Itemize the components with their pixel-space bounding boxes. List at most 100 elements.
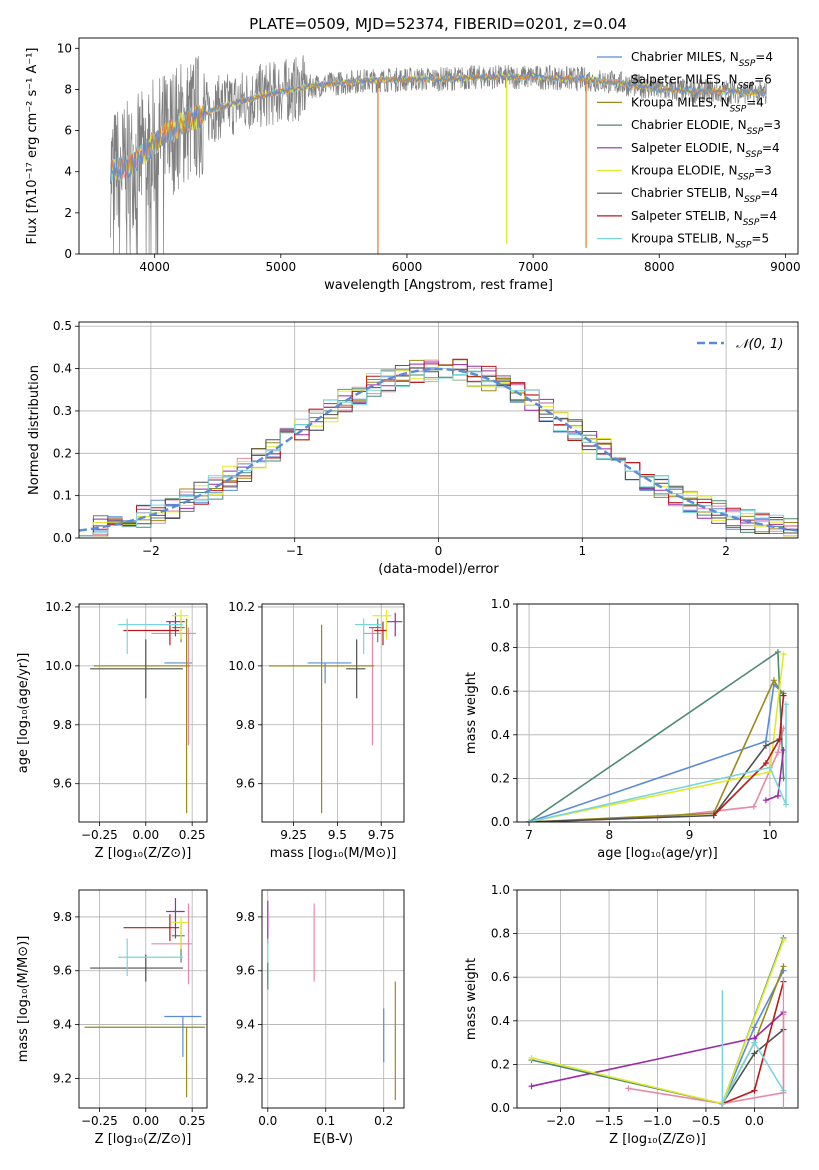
weight-line: [528, 650, 785, 822]
legend-label: Chabrier MILES, NSSP=4: [631, 50, 773, 69]
legend-label: Salpeter STELIB, NSSP=4: [631, 209, 777, 228]
y-axis-label: mass [log₁₀(M/M⊙)]: [16, 936, 31, 1063]
weight-marker: [776, 736, 783, 743]
axes-frame: [261, 889, 405, 1109]
weight-marker: [751, 1024, 758, 1031]
axes-age_vs_mass: 9.25 9.5 9.75 9.6 9.8 10.0 10.2 mass [log₁₀(M/M…: [228, 600, 405, 861]
x-tick-label: 10: [762, 828, 777, 842]
y-tick-label: 9.2: [53, 1071, 72, 1085]
weight-marker: [780, 651, 787, 658]
axes-spectrum: 4000 5000 6000 7000 8000 9000 0 2 4 6 8 10 wavelengt…: [25, 37, 801, 293]
legend-count: =4: [761, 186, 779, 200]
y-tick-label: 0.3: [53, 404, 72, 418]
x-tick-label: 0.0: [258, 1114, 277, 1128]
y-tick-label: 4: [64, 165, 72, 179]
x-tick-label: 9: [686, 828, 694, 842]
residual-legend: 𝒩(0, 1): [697, 337, 783, 352]
y-tick-label: 10: [57, 41, 72, 55]
x-tick-label: 4000: [139, 260, 170, 274]
y-tick-label: 0.2: [53, 446, 72, 460]
axes-frame: [516, 603, 799, 823]
y-tick-label: 0.4: [491, 1014, 510, 1028]
x-axis-label: E(B-V): [313, 1132, 353, 1147]
y-tick-label: 10.2: [45, 600, 72, 614]
weight-marker: [766, 764, 773, 771]
axes-frame: [516, 889, 799, 1109]
weight-line: [713, 695, 785, 817]
y-tick-label: 0.4: [53, 362, 72, 376]
axes-residuals: −2 −1 0 1 2 0.0 0.1 0.2 0.3 0.4 0.5 (data-model)/er…: [27, 319, 799, 577]
y-tick-label: 9.8: [236, 910, 255, 924]
x-axis-label: Z [log₁₀(Z/Z⊙)]: [95, 1132, 192, 1147]
y-tick-label: 0: [64, 247, 72, 261]
legend-label: Chabrier STELIB, NSSP=4: [631, 186, 778, 205]
plot-area: [526, 648, 789, 822]
weight-line: [528, 683, 785, 822]
y-tick-label: 9.6: [236, 964, 255, 978]
y-axis-label: Flux [fλ10⁻¹⁷ erg cm⁻² s⁻¹ A⁻¹]: [25, 48, 40, 245]
x-tick-label: −2: [142, 544, 160, 558]
legend-count: =6: [754, 73, 772, 87]
legend-count: =4: [759, 209, 777, 223]
plot-area: [269, 609, 403, 814]
weight-marker: [625, 1085, 632, 1092]
weight-marker: [782, 801, 789, 808]
residual-histogram: [79, 367, 798, 537]
legend-count: =3: [763, 118, 781, 132]
x-tick-label: 0.2: [374, 1114, 393, 1128]
weight-marker: [780, 937, 787, 944]
normal-curve: [79, 367, 798, 532]
legend-count: =3: [754, 164, 772, 178]
y-tick-label: 9.2: [236, 1071, 255, 1085]
model-spectrum: [110, 72, 767, 185]
y-tick-label: 1.0: [491, 597, 510, 611]
x-tick-label: 0.0: [745, 1114, 764, 1128]
legend-count: =4: [755, 50, 773, 64]
y-tick-label: 0.5: [53, 319, 72, 333]
y-tick-label: 0.4: [491, 728, 510, 742]
legend-subscript: SSP: [730, 104, 747, 114]
legend-subscript: SSP: [735, 241, 752, 251]
y-tick-label: 0.1: [53, 489, 72, 503]
weight-line: [528, 704, 787, 822]
weight-marker: [780, 963, 787, 970]
plot-area: [84, 898, 206, 1098]
y-tick-label: 9.8: [53, 910, 72, 924]
x-tick-label: 7000: [518, 260, 549, 274]
weight-marker: [751, 1050, 758, 1057]
y-axis-label: mass weight: [464, 958, 479, 1040]
legend-subscript: SSP: [747, 127, 764, 137]
x-tick-label: 0.00: [132, 1114, 159, 1128]
legend-label: Chabrier ELODIE, NSSP=3: [631, 118, 781, 137]
x-axis-label: mass [log₁₀(M/M⊙)]: [270, 846, 397, 861]
plot-area: [109, 55, 767, 254]
x-tick-label: 0.25: [179, 828, 206, 842]
legend-subscript: SSP: [745, 150, 762, 160]
axes-frame: [78, 889, 208, 1109]
weight-marker: [774, 749, 781, 756]
axes-mass_vs_ebv: 0.0 0.1 0.2 9.2 9.4 9.6 9.8 E(B-V): [236, 889, 405, 1147]
weight-marker: [762, 760, 769, 767]
y-tick-label: 9.4: [236, 1018, 255, 1032]
residual-histogram: [79, 369, 798, 537]
y-tick-label: 0.8: [491, 641, 510, 655]
weight-marker: [780, 692, 787, 699]
x-tick-label: −2.0: [546, 1114, 575, 1128]
y-tick-label: 0.8: [491, 927, 510, 941]
weight-marker: [526, 819, 533, 822]
y-tick-label: 1.0: [491, 883, 510, 897]
figure-title: PLATE=0509, MJD=52374, FIBERID=0201, z=0…: [249, 15, 627, 33]
x-tick-label: 9.75: [368, 828, 395, 842]
legend-count: =4: [746, 95, 764, 109]
legend-subscript: SSP: [743, 218, 760, 228]
weight-marker: [528, 1083, 535, 1090]
x-tick-label: 0.25: [179, 1114, 206, 1128]
x-axis-label: Z [log₁₀(Z/Z⊙)]: [95, 846, 192, 861]
x-tick-label: 9.25: [280, 828, 307, 842]
weight-marker: [762, 742, 769, 749]
y-tick-label: 0.0: [491, 815, 510, 829]
weight-marker: [782, 701, 789, 708]
legend-label: Kroupa ELODIE, NSSP=3: [631, 164, 772, 183]
x-tick-label: −1.5: [594, 1114, 623, 1128]
